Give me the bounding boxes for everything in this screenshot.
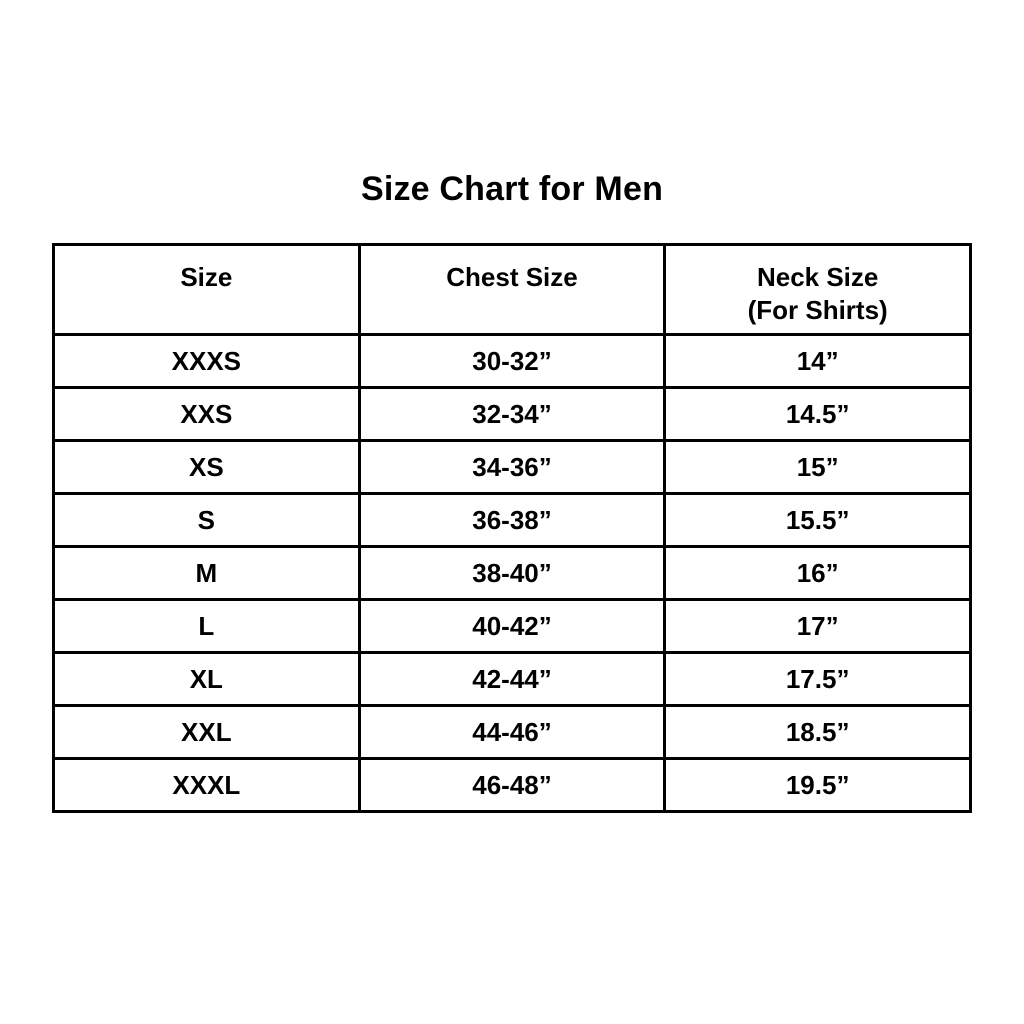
- table-row: XL 42-44” 17.5”: [52, 651, 972, 707]
- chest-size-cell: 40-42”: [357, 598, 667, 654]
- column-header-chest-size-label: Chest Size: [446, 262, 578, 292]
- neck-size-cell: 15.5”: [663, 492, 972, 548]
- table-row: XXXL 46-48” 19.5”: [52, 757, 972, 813]
- size-cell: XXS: [52, 386, 361, 442]
- chest-size-cell: 34-36”: [357, 439, 667, 495]
- table-header-row: Size Chest Size Neck Size (For Shirts): [52, 243, 972, 336]
- chest-size-cell: 32-34”: [357, 386, 667, 442]
- table-row: S 36-38” 15.5”: [52, 492, 972, 548]
- table-row: XXL 44-46” 18.5”: [52, 704, 972, 760]
- size-cell: XXL: [52, 704, 361, 760]
- neck-size-cell: 14.5”: [663, 386, 972, 442]
- neck-size-cell: 16”: [663, 545, 972, 601]
- column-header-neck-size-label: Neck Size: [756, 262, 879, 292]
- neck-size-cell: 19.5”: [663, 757, 972, 813]
- neck-size-cell: 15”: [663, 439, 972, 495]
- table-row: XXS 32-34” 14.5”: [52, 386, 972, 442]
- table-row: XXXS 30-32” 14”: [52, 333, 972, 389]
- size-chart-table: Size Chest Size Neck Size (For Shirts) X…: [52, 243, 972, 813]
- column-header-size-label: Size: [180, 262, 233, 292]
- column-header-size: Size: [52, 243, 361, 336]
- chest-size-cell: 42-44”: [357, 651, 667, 707]
- column-header-chest-size: Chest Size: [357, 243, 667, 336]
- size-cell: M: [52, 545, 361, 601]
- chest-size-cell: 36-38”: [357, 492, 667, 548]
- size-cell: XXXS: [52, 333, 361, 389]
- table-row: XS 34-36” 15”: [52, 439, 972, 495]
- neck-size-cell: 17.5”: [663, 651, 972, 707]
- table-row: M 38-40” 16”: [52, 545, 972, 601]
- page-title: Size Chart for Men: [360, 170, 664, 208]
- size-cell: S: [52, 492, 361, 548]
- size-cell: XL: [52, 651, 361, 707]
- size-cell: XS: [52, 439, 361, 495]
- chest-size-cell: 30-32”: [357, 333, 667, 389]
- neck-size-cell: 18.5”: [663, 704, 972, 760]
- column-header-neck-size-subtitle: (For Shirts): [747, 294, 888, 325]
- column-header-neck-size: Neck Size (For Shirts): [663, 243, 972, 336]
- chest-size-cell: 44-46”: [357, 704, 667, 760]
- chest-size-cell: 46-48”: [357, 757, 667, 813]
- chest-size-cell: 38-40”: [357, 545, 667, 601]
- size-cell: L: [52, 598, 361, 654]
- neck-size-cell: 17”: [663, 598, 972, 654]
- size-cell: XXXL: [52, 757, 361, 813]
- table-row: L 40-42” 17”: [52, 598, 972, 654]
- neck-size-cell: 14”: [663, 333, 972, 389]
